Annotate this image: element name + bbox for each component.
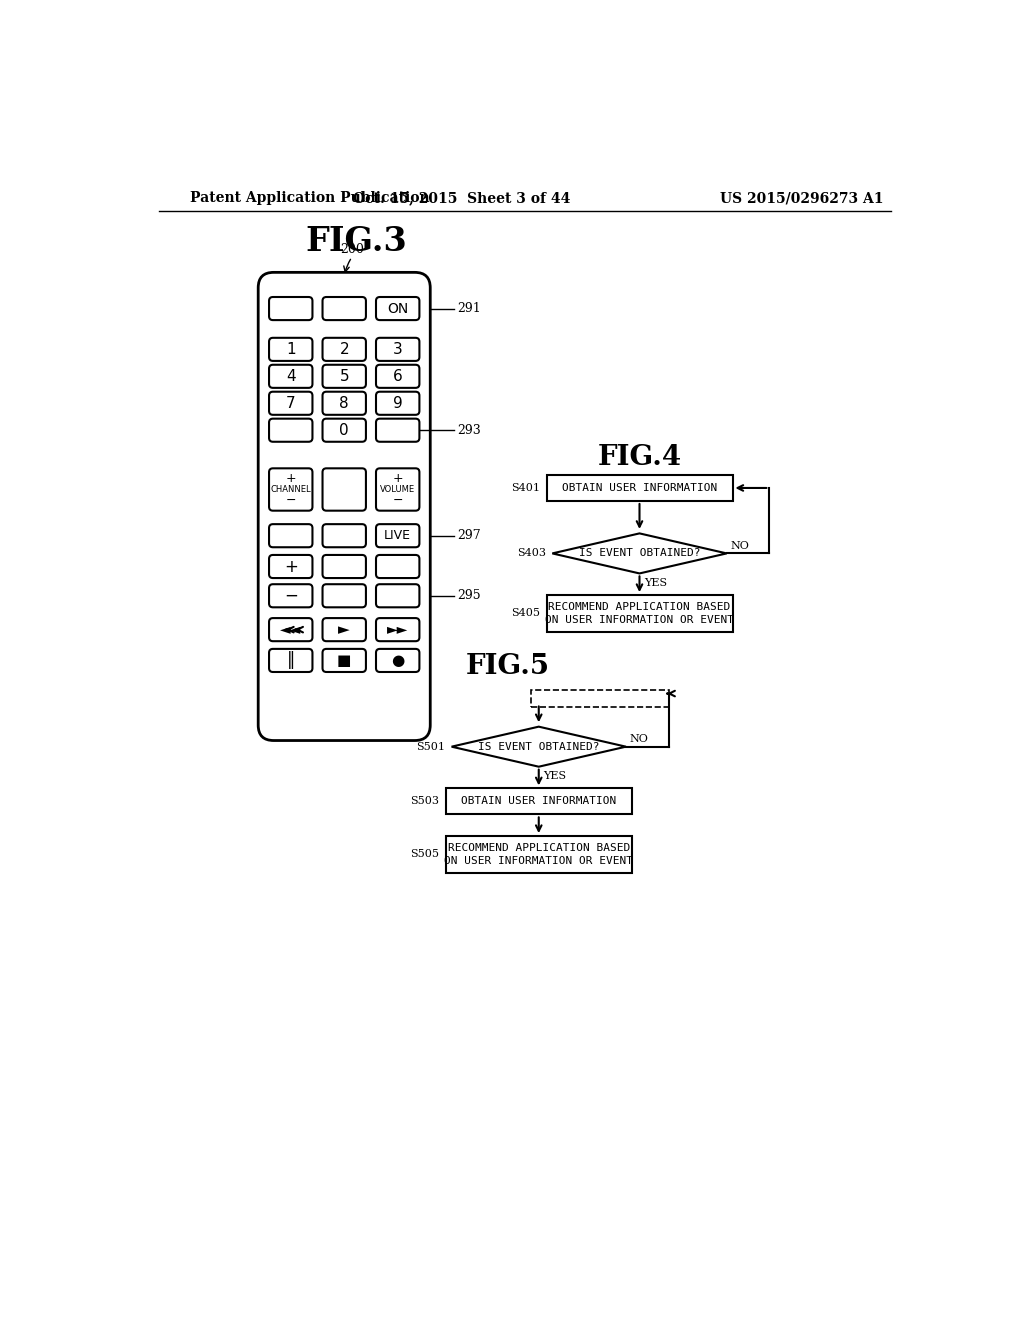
- Text: 4: 4: [286, 368, 296, 384]
- Text: S503: S503: [411, 796, 439, 807]
- Text: 291: 291: [458, 302, 481, 315]
- Text: IS EVENT OBTAINED?: IS EVENT OBTAINED?: [579, 548, 700, 558]
- FancyBboxPatch shape: [323, 469, 366, 511]
- FancyBboxPatch shape: [269, 338, 312, 360]
- Text: ‖: ‖: [287, 652, 295, 669]
- Text: 8: 8: [339, 396, 349, 411]
- Text: 7: 7: [286, 396, 296, 411]
- FancyBboxPatch shape: [269, 585, 312, 607]
- FancyBboxPatch shape: [376, 418, 420, 442]
- Text: −: −: [286, 494, 296, 507]
- Text: OBTAIN USER INFORMATION: OBTAIN USER INFORMATION: [562, 483, 717, 492]
- FancyBboxPatch shape: [323, 297, 366, 321]
- Text: 297: 297: [458, 529, 481, 543]
- FancyBboxPatch shape: [376, 649, 420, 672]
- FancyBboxPatch shape: [323, 618, 366, 642]
- Text: CHANNEL: CHANNEL: [270, 484, 311, 494]
- Text: ON USER INFORMATION OR EVENT: ON USER INFORMATION OR EVENT: [444, 855, 633, 866]
- FancyBboxPatch shape: [376, 338, 420, 360]
- Text: 6: 6: [393, 368, 402, 384]
- FancyBboxPatch shape: [323, 524, 366, 548]
- FancyBboxPatch shape: [269, 364, 312, 388]
- Text: S405: S405: [511, 609, 541, 619]
- Text: 9: 9: [393, 396, 402, 411]
- Text: Oct. 15, 2015  Sheet 3 of 44: Oct. 15, 2015 Sheet 3 of 44: [352, 191, 570, 206]
- FancyBboxPatch shape: [376, 585, 420, 607]
- FancyBboxPatch shape: [323, 554, 366, 578]
- FancyBboxPatch shape: [269, 618, 312, 642]
- Text: +: +: [392, 473, 403, 486]
- FancyBboxPatch shape: [376, 469, 420, 511]
- FancyBboxPatch shape: [376, 392, 420, 414]
- Text: Patent Application Publication: Patent Application Publication: [190, 191, 430, 206]
- Text: ►: ►: [338, 622, 350, 638]
- Text: US 2015/0296273 A1: US 2015/0296273 A1: [721, 191, 884, 206]
- FancyBboxPatch shape: [269, 524, 312, 548]
- Text: VOLUME: VOLUME: [380, 484, 416, 494]
- Text: 2: 2: [339, 342, 349, 356]
- Text: ◄◄: ◄◄: [281, 623, 301, 636]
- Text: ►►: ►►: [387, 623, 409, 636]
- FancyBboxPatch shape: [258, 272, 430, 741]
- FancyBboxPatch shape: [376, 554, 420, 578]
- Polygon shape: [552, 533, 727, 573]
- Text: −: −: [392, 494, 403, 507]
- Text: ON: ON: [387, 301, 409, 315]
- FancyBboxPatch shape: [376, 524, 420, 548]
- Text: ON USER INFORMATION OR EVENT: ON USER INFORMATION OR EVENT: [545, 615, 734, 624]
- Text: +: +: [286, 473, 296, 486]
- Text: 295: 295: [458, 589, 481, 602]
- Text: IS EVENT OBTAINED?: IS EVENT OBTAINED?: [478, 742, 599, 751]
- Text: YES: YES: [544, 771, 566, 781]
- FancyBboxPatch shape: [547, 595, 732, 632]
- Text: 0: 0: [339, 422, 349, 438]
- FancyBboxPatch shape: [269, 297, 312, 321]
- Text: RECOMMEND APPLICATION BASED: RECOMMEND APPLICATION BASED: [447, 843, 630, 853]
- Text: OBTAIN USER INFORMATION: OBTAIN USER INFORMATION: [461, 796, 616, 807]
- Text: NO: NO: [730, 541, 750, 550]
- Text: NO: NO: [630, 734, 648, 744]
- Text: FIG.3: FIG.3: [306, 226, 408, 259]
- FancyBboxPatch shape: [323, 392, 366, 414]
- Text: −: −: [284, 587, 298, 605]
- Text: +: +: [284, 557, 298, 576]
- FancyBboxPatch shape: [376, 297, 420, 321]
- Text: 1: 1: [286, 342, 296, 356]
- Text: S501: S501: [417, 742, 445, 751]
- Text: ●: ●: [391, 653, 404, 668]
- FancyBboxPatch shape: [547, 475, 732, 502]
- FancyBboxPatch shape: [323, 649, 366, 672]
- Text: ■: ■: [337, 653, 351, 668]
- FancyBboxPatch shape: [269, 649, 312, 672]
- Text: S403: S403: [517, 548, 546, 558]
- FancyBboxPatch shape: [323, 364, 366, 388]
- Text: S505: S505: [411, 850, 439, 859]
- Text: RECOMMEND APPLICATION BASED: RECOMMEND APPLICATION BASED: [549, 602, 731, 612]
- FancyBboxPatch shape: [323, 338, 366, 360]
- Text: FIG.5: FIG.5: [466, 653, 550, 680]
- Text: 5: 5: [339, 368, 349, 384]
- Text: 200: 200: [340, 243, 364, 256]
- FancyBboxPatch shape: [269, 418, 312, 442]
- FancyBboxPatch shape: [376, 364, 420, 388]
- FancyBboxPatch shape: [269, 392, 312, 414]
- Polygon shape: [452, 726, 626, 767]
- FancyBboxPatch shape: [269, 469, 312, 511]
- FancyBboxPatch shape: [445, 788, 632, 814]
- Text: LIVE: LIVE: [384, 529, 412, 543]
- Text: S401: S401: [511, 483, 541, 492]
- Text: YES: YES: [644, 578, 668, 587]
- FancyBboxPatch shape: [323, 585, 366, 607]
- FancyBboxPatch shape: [269, 554, 312, 578]
- FancyBboxPatch shape: [445, 836, 632, 873]
- Text: FIG.4: FIG.4: [597, 444, 682, 471]
- FancyBboxPatch shape: [323, 418, 366, 442]
- Text: 293: 293: [458, 424, 481, 437]
- Text: 3: 3: [393, 342, 402, 356]
- FancyBboxPatch shape: [376, 618, 420, 642]
